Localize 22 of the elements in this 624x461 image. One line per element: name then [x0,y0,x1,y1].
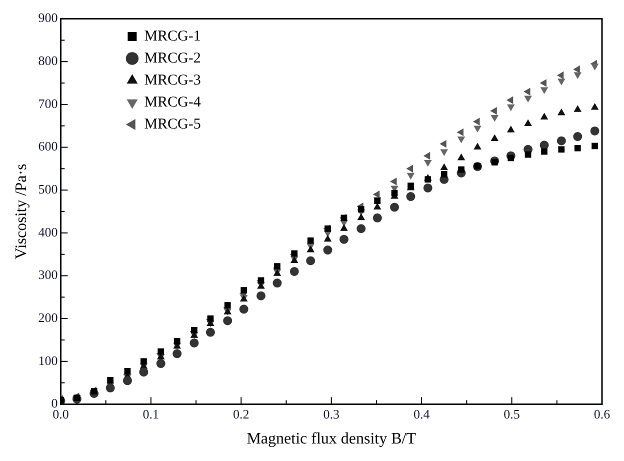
x-tick-label: 0.1 [142,406,160,422]
x-tick-label: 0.5 [504,406,520,422]
y-tick-label: 800 [38,53,58,68]
x-tick-label: 0.6 [594,406,611,422]
y-tick-label: 400 [38,224,58,240]
y-tick-label: 300 [38,267,58,282]
y-tick-label: 200 [38,310,58,325]
legend-label: MRCG-1 [144,28,201,44]
x-tick-label: 0.3 [323,406,340,422]
y-tick-label: 600 [38,138,58,154]
legend-label: MRCG-4 [144,94,202,110]
x-axis-title: Magnetic flux density B/T [246,430,416,448]
legend-label: MRCG-3 [144,72,201,88]
y-tick-label: 700 [38,96,58,111]
y-tick-label: 900 [38,10,58,26]
legend-label: MRCG-2 [144,50,201,66]
y-axis-title: Viscosity /Pa·s [12,164,30,260]
y-tick-label: 500 [38,182,58,197]
x-tick-label: 0.2 [233,406,250,422]
legend-label: MRCG-5 [144,116,201,132]
x-tick-label: 0.4 [413,406,430,422]
y-tick-label: 100 [38,352,58,368]
